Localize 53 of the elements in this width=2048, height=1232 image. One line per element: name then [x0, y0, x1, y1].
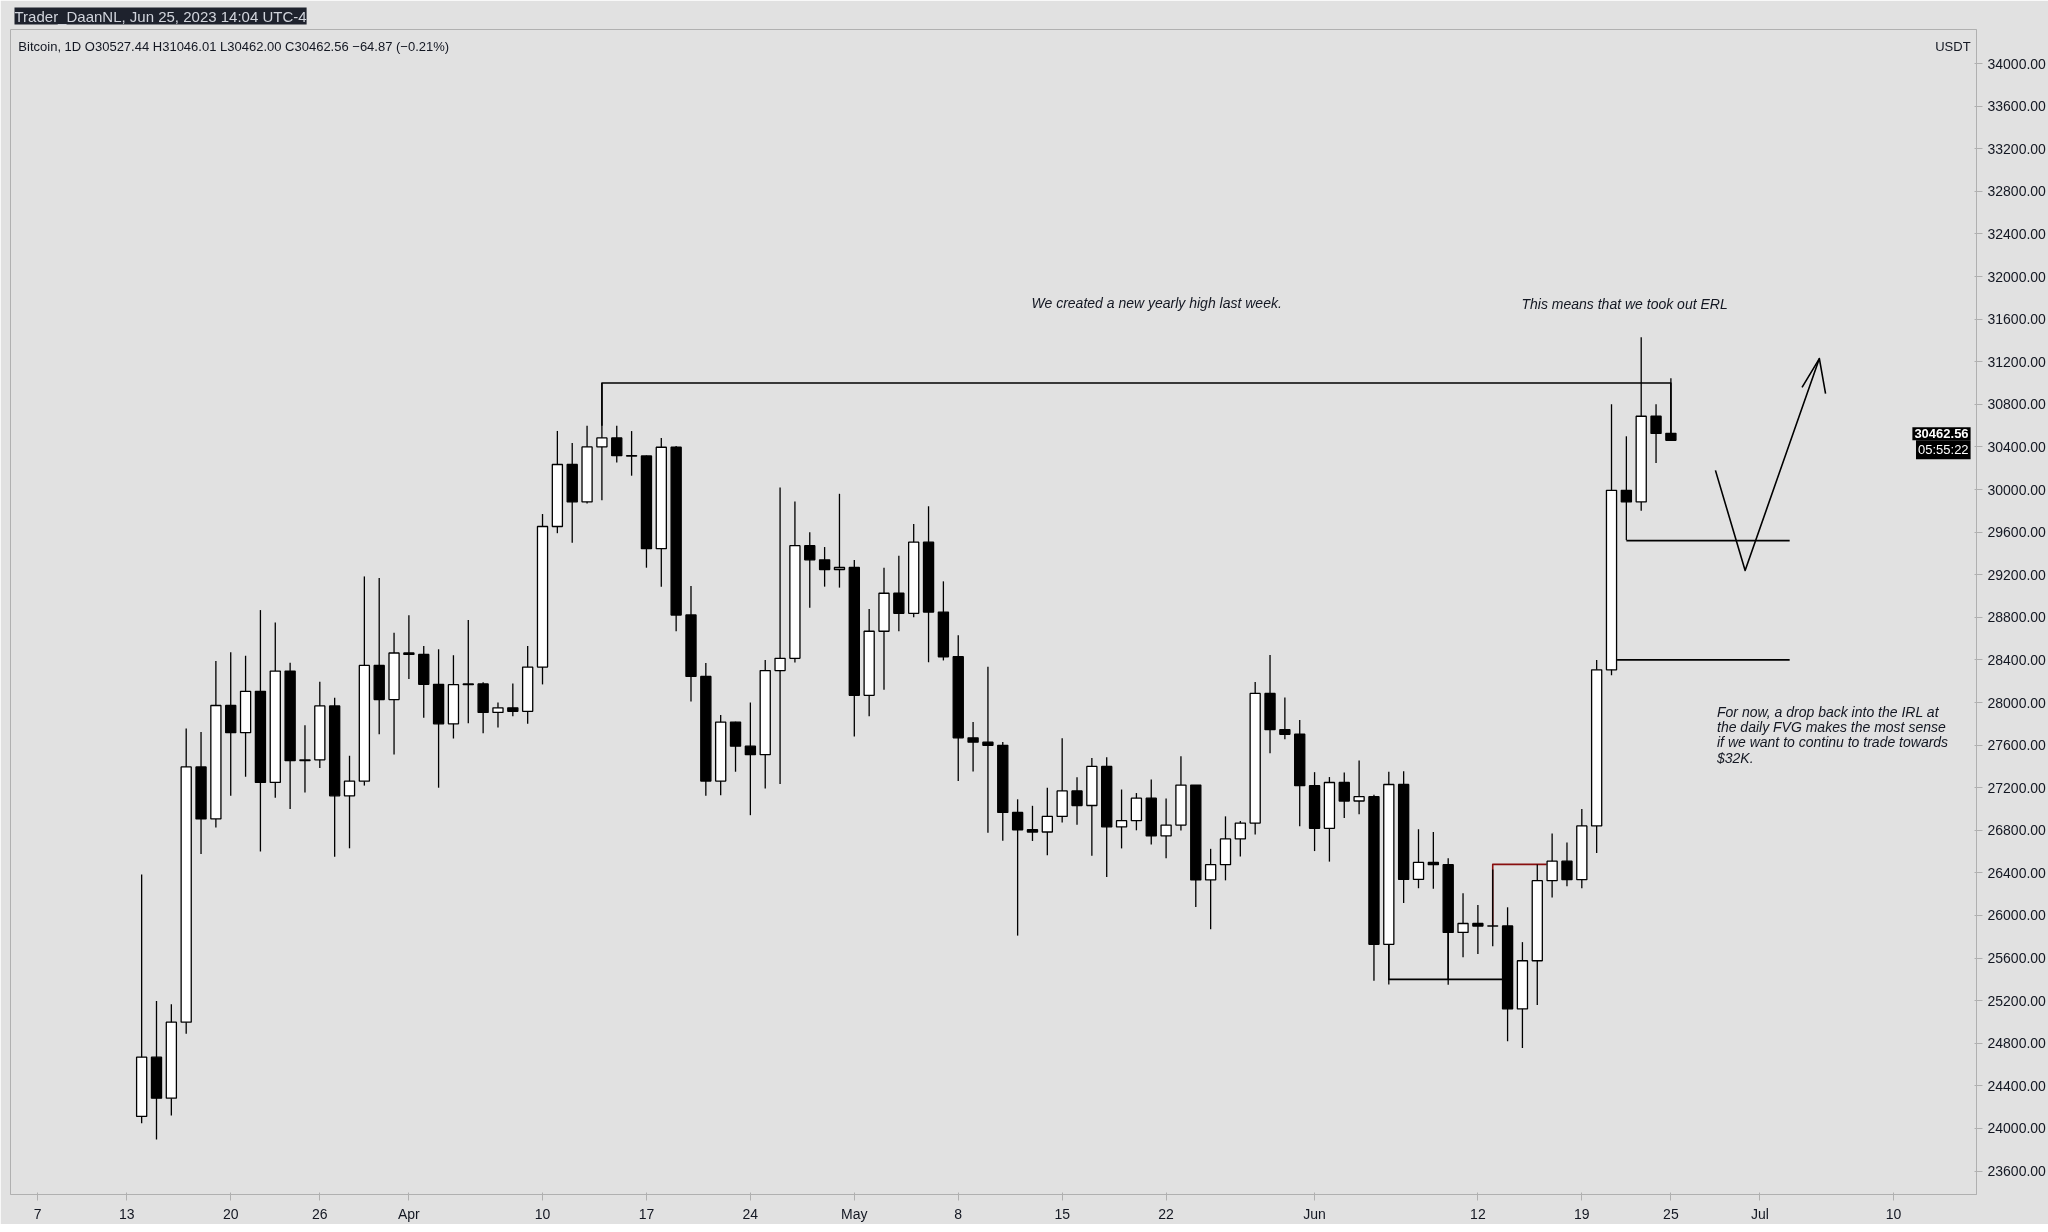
x-tick-label: 8 [954, 1205, 963, 1222]
y-tick-label: 30400.00 [1987, 438, 2047, 455]
y-tick-label: 33200.00 [1987, 140, 2047, 157]
y-tick-label: 24400.00 [1987, 1077, 2047, 1094]
x-tick-label: Jul [1751, 1205, 1769, 1222]
y-tick-label: 32400.00 [1987, 225, 2047, 242]
x-tick-label: May [841, 1205, 868, 1222]
x-tick-label: 10 [1885, 1205, 1902, 1222]
x-tick-label: Apr [398, 1205, 421, 1222]
x-tick-label: 7 [33, 1205, 42, 1222]
y-tick-label: 27600.00 [1987, 737, 2047, 754]
x-tick-label: Jun [1303, 1205, 1326, 1222]
y-tick-label: 23600.00 [1987, 1163, 2047, 1180]
x-tick-label: 20 [222, 1205, 239, 1222]
x-tick-label: 19 [1574, 1205, 1590, 1222]
x-tick-label: 17 [638, 1205, 655, 1222]
y-axis-title: USDT [1935, 38, 1971, 54]
y-tick-label: 31600.00 [1987, 311, 2047, 328]
y-tick-label: 30000.00 [1987, 481, 2047, 498]
annotation: 05:55:22 [1918, 442, 1969, 458]
annotation: For now, a drop back into the IRL at the daily FVG makes the most sense if we want to continu to trade towards $32K. [1715, 704, 1949, 766]
x-tick-label: 22 [1158, 1205, 1175, 1222]
y-tick-label: 27200.00 [1987, 779, 2047, 796]
y-tick-label: 32000.00 [1987, 268, 2047, 285]
x-tick-label: 24 [742, 1205, 759, 1222]
y-tick-label: 30800.00 [1987, 396, 2047, 413]
annotation: This means that we took out ERL [1521, 296, 1728, 313]
text: Bitcoin, 1D O30527.44 H31046.01 L30462.00 C30462.56 −64.87 (−0.21%) [18, 38, 450, 54]
chart-subtitle: Trader_DaanNL, Jun 25, 2023 14:04 UTC-4 [14, 7, 307, 25]
y-tick-label: 26800.00 [1987, 822, 2047, 839]
y-tick-label: 33600.00 [1987, 98, 2047, 115]
annotation: 30462.56 [1914, 426, 1969, 442]
y-tick-label: 32800.00 [1987, 183, 2047, 200]
y-tick-label: 28800.00 [1987, 609, 2047, 626]
x-tick-label: 26 [312, 1205, 328, 1222]
y-tick-label: 28000.00 [1987, 694, 2047, 711]
y-tick-label: 26000.00 [1987, 907, 2047, 924]
y-tick-label: 31200.00 [1987, 353, 2047, 370]
y-tick-label: 25200.00 [1987, 992, 2047, 1009]
y-tick-label: 26400.00 [1987, 864, 2047, 881]
x-tick-label: 15 [1054, 1205, 1071, 1222]
y-tick-label: 24000.00 [1987, 1120, 2047, 1137]
y-tick-label: 29600.00 [1987, 524, 2047, 541]
y-tick-label: 34000.00 [1987, 55, 2047, 72]
x-tick-label: 25 [1663, 1205, 1679, 1222]
x-tick-label: 13 [119, 1205, 135, 1222]
y-tick-label: 24800.00 [1987, 1035, 2047, 1052]
annotation: We created a new yearly high last week. [1031, 295, 1282, 312]
y-tick-label: 28400.00 [1987, 651, 2047, 668]
y-tick-label: 29200.00 [1987, 566, 2047, 583]
x-tick-label: 10 [534, 1205, 551, 1222]
x-tick-label: 12 [1470, 1205, 1486, 1222]
y-tick-label: 25600.00 [1987, 950, 2047, 967]
